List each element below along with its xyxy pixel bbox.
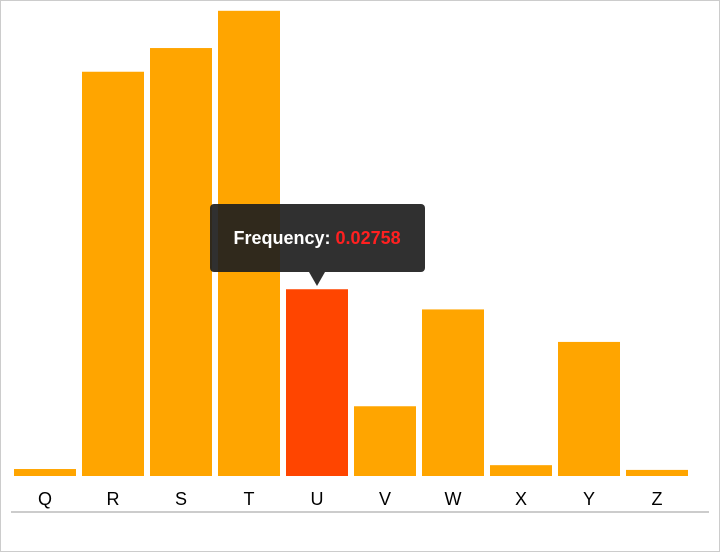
x-tick-label: T: [244, 489, 255, 509]
x-tick-label: W: [445, 489, 462, 509]
x-tick-label: Z: [652, 489, 663, 509]
x-tick-label: Q: [38, 489, 52, 509]
bar: [626, 469, 688, 476]
x-tick-label: U: [311, 489, 324, 509]
bar: [354, 406, 416, 476]
x-tick-label: S: [175, 489, 187, 509]
tooltip: Frequency: 0.02758: [209, 204, 425, 287]
x-tick-label: V: [379, 489, 391, 509]
tooltip-label: Frequency:: [233, 228, 331, 249]
x-tick-label: R: [107, 489, 120, 509]
x-tick-label: X: [515, 489, 527, 509]
bar: [14, 469, 76, 476]
bar: [286, 289, 348, 476]
bar: [490, 465, 552, 476]
x-tick-label: Y: [583, 489, 595, 509]
bar: [150, 48, 212, 476]
bar: [82, 71, 144, 476]
bar: [422, 309, 484, 476]
tooltip-value: 0.02758: [335, 228, 401, 249]
bar: [558, 341, 620, 476]
